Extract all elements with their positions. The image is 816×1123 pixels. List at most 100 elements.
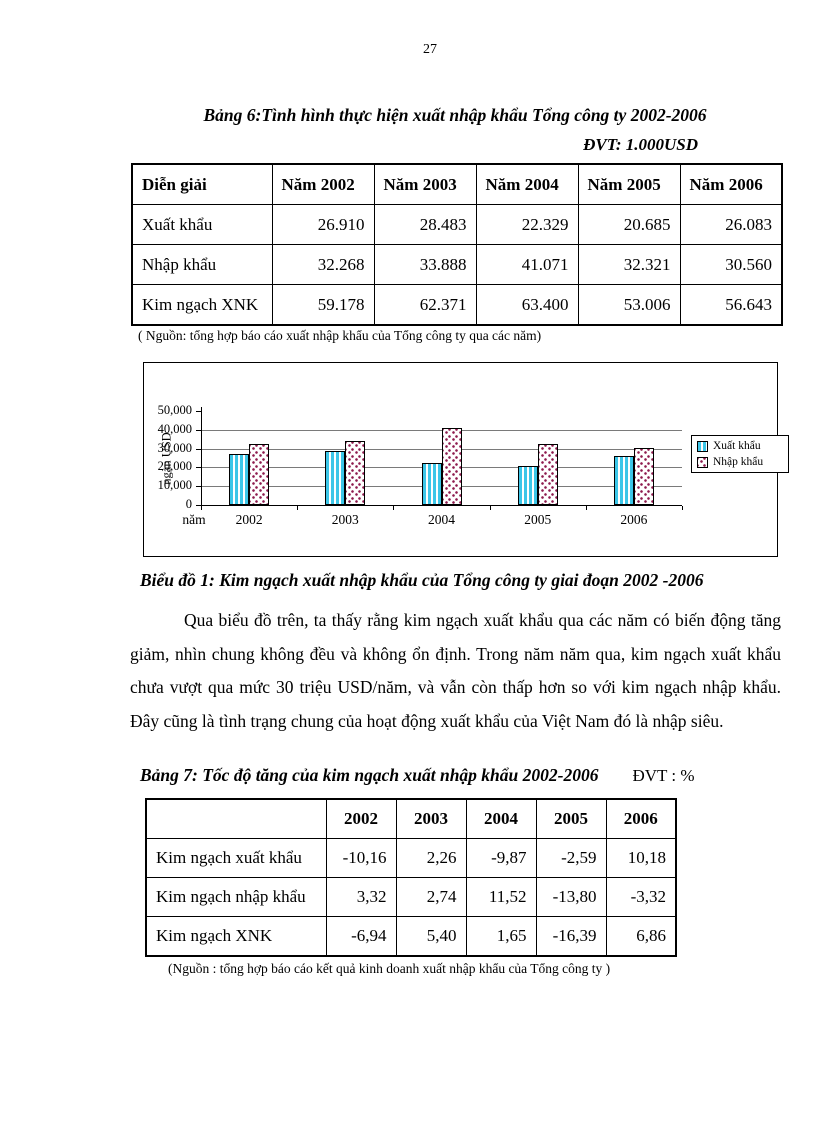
table-row: Kim ngạch XNK 59.178 62.371 63.400 53.00… — [131, 284, 783, 326]
row-label: Xuất khẩu — [131, 204, 273, 245]
col-header: 2002 — [325, 798, 397, 839]
bar-nhập-khẩu-2004 — [441, 427, 462, 505]
legend-label: Nhập khẩu — [713, 456, 764, 468]
col-header: Năm 2004 — [475, 163, 579, 205]
x-tick-label: 2002 — [235, 512, 263, 527]
cell-value: 56.643 — [679, 284, 783, 326]
cell-value: -13,80 — [535, 877, 607, 917]
y-tick-label: 50,000 — [157, 403, 192, 417]
bar-nhập-khẩu-2003 — [345, 441, 366, 505]
bar-nhập-khẩu-2006 — [633, 447, 654, 505]
table7-title: Bảng 7: Tốc độ tăng của kim ngạch xuất n… — [140, 765, 599, 785]
col-header — [145, 798, 327, 839]
table7: 2002 2003 2004 2005 2006 Kim ngạch xuất … — [145, 798, 677, 957]
table7-heading-row: Bảng 7: Tốc độ tăng của kim ngạch xuất n… — [140, 765, 790, 786]
y-tick — [196, 505, 201, 506]
cell-value: 30.560 — [679, 244, 783, 285]
table7-header-row: 2002 2003 2004 2005 2006 — [145, 798, 677, 839]
page-number: 27 — [423, 42, 437, 57]
cell-value: 53.006 — [577, 284, 681, 326]
x-tick — [201, 506, 202, 510]
cell-value: 22.329 — [475, 204, 579, 245]
bar-xuất-khẩu-2002 — [229, 454, 250, 505]
cell-value: 62.371 — [373, 284, 477, 326]
cell-value: 6,86 — [605, 916, 677, 957]
table6: Diễn giải Năm 2002 Năm 2003 Năm 2004 Năm… — [131, 163, 783, 326]
cell-value: 33.888 — [373, 244, 477, 285]
table-row: Kim ngạch xuất khẩu -10,16 2,26 -9,87 -2… — [145, 838, 677, 878]
y-tick-label: 10,000 — [157, 478, 192, 493]
x-tick — [585, 506, 587, 510]
row-label: Kim ngạch XNK — [145, 916, 327, 957]
chart-frame: ngàn USD năm Xuất khẩu Nhập khẩu 0 10,000… — [143, 362, 789, 557]
y-tick-label: 40,000 — [157, 421, 192, 436]
table-row: Kim ngạch nhập khẩu 3,32 2,74 11,52 -13,… — [145, 877, 677, 917]
bar-xuất-khẩu-2003 — [325, 451, 346, 505]
table7-unit: ĐVT : % — [632, 766, 695, 785]
legend-swatch-nhap-khau — [697, 456, 708, 468]
col-header: Năm 2005 — [577, 163, 681, 205]
x-tick — [489, 506, 491, 510]
y-tick-label: 0 — [185, 497, 192, 511]
col-header: 2006 — [605, 798, 677, 839]
row-label: Kim ngạch nhập khẩu — [145, 877, 327, 917]
cell-value: -2,59 — [535, 838, 607, 878]
cell-value: -6,94 — [325, 916, 397, 957]
bar-xuất-khẩu-2005 — [517, 466, 538, 505]
y-tick-label: 30,000 — [157, 440, 192, 455]
table6-title: Bảng 6:Tình hình thực hiện xuất nhập khẩ… — [203, 105, 707, 125]
table-row: Kim ngạch XNK -6,94 5,40 1,65 -16,39 6,8… — [145, 916, 677, 957]
x-tick-label: 2004 — [428, 512, 455, 527]
row-label: Kim ngạch XNK — [131, 284, 273, 326]
table6-header-row: Diễn giải Năm 2002 Năm 2003 Năm 2004 Năm… — [131, 163, 783, 205]
y-tick — [196, 467, 201, 469]
cell-value: 41.071 — [475, 244, 579, 285]
x-axis-line — [201, 505, 682, 506]
cell-value: 26.083 — [679, 204, 783, 245]
legend-item: Xuất khẩu — [697, 440, 783, 452]
cell-value: 2,26 — [395, 838, 467, 878]
x-tick — [393, 506, 395, 510]
y-tick — [196, 429, 201, 431]
cell-value: -3,32 — [605, 877, 677, 917]
col-header: 2003 — [395, 798, 467, 839]
y-tick — [196, 448, 201, 450]
chart-legend: Xuất khẩu Nhập khẩu — [691, 435, 789, 473]
cell-value: 1,65 — [465, 916, 537, 957]
y-tick-label: 20,000 — [157, 459, 192, 474]
col-header: Diễn giải — [131, 163, 273, 205]
legend-swatch-xuat-khau — [697, 440, 708, 452]
table7-source: (Nguồn : tổng hợp báo cáo kết quả kinh d… — [168, 961, 611, 976]
cell-value: 11,52 — [465, 877, 537, 917]
legend-item: Nhập khẩu — [697, 456, 783, 468]
table-row: Nhập khẩu 32.268 33.888 41.071 32.321 30… — [131, 244, 783, 285]
cell-value: -9,87 — [465, 838, 537, 878]
body-paragraph: Qua biểu đồ trên, ta thấy rằng kim ngạch… — [130, 610, 781, 731]
bar-nhập-khẩu-2002 — [249, 444, 270, 505]
col-header: 2004 — [465, 798, 537, 839]
bar-xuất-khẩu-2006 — [613, 455, 634, 505]
cell-value: -10,16 — [325, 838, 397, 878]
x-tick-label: 2005 — [524, 512, 552, 527]
y-axis-line — [201, 407, 202, 505]
col-header: Năm 2003 — [373, 163, 477, 205]
cell-value: 3,32 — [325, 877, 397, 917]
x-tick-label: 2003 — [331, 512, 359, 527]
table-row: Xuất khẩu 26.910 28.483 22.329 20.685 26… — [131, 204, 783, 245]
cell-value: 28.483 — [373, 204, 477, 245]
cell-value: -16,39 — [535, 916, 607, 957]
x-tick — [297, 506, 299, 510]
row-label: Kim ngạch xuất khẩu — [145, 838, 327, 878]
col-header: Năm 2002 — [271, 163, 375, 205]
row-label: Nhập khẩu — [131, 244, 273, 285]
cell-value: 10,18 — [605, 838, 677, 878]
cell-value: 63.400 — [475, 284, 579, 326]
x-tick-label: 2006 — [620, 512, 648, 527]
table6-unit: ĐVT: 1.000USD — [583, 135, 698, 154]
bar-nhập-khẩu-2005 — [537, 444, 558, 505]
legend-label: Xuất khẩu — [713, 440, 761, 452]
cell-value: 32.321 — [577, 244, 681, 285]
chart-x-axis-title: năm — [182, 512, 206, 527]
col-header: Năm 2006 — [679, 163, 783, 205]
